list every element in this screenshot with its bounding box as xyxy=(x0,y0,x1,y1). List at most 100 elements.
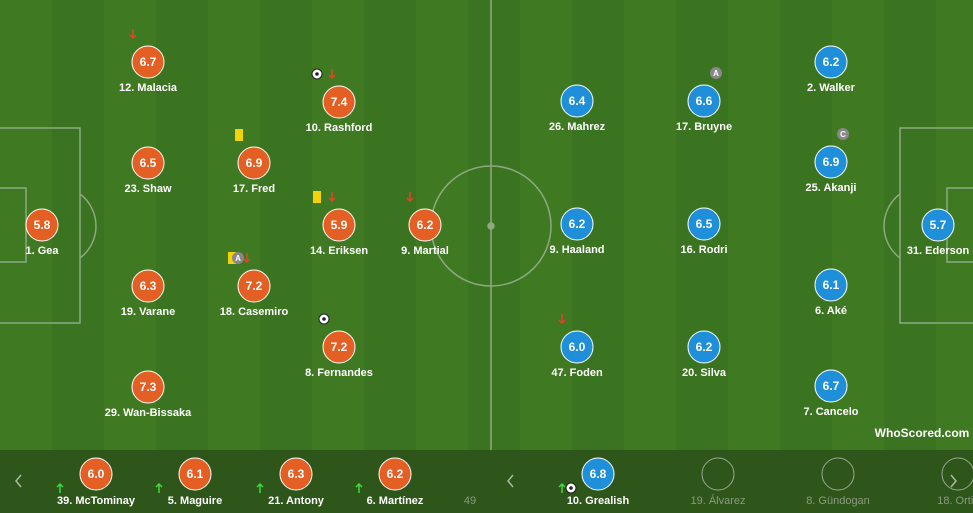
rating: 6.2 xyxy=(387,467,404,481)
rating: 6.2 xyxy=(569,217,586,231)
player-name-unused: 18. Ortiz xyxy=(937,495,973,507)
player-name: 20. Silva xyxy=(682,367,727,379)
player-name: 26. Mahrez xyxy=(549,121,606,133)
player-name: 10. Rashford xyxy=(306,122,373,134)
rating-circle xyxy=(408,208,442,242)
logo: WhoScored.com xyxy=(875,426,970,440)
rating: 6.5 xyxy=(140,156,157,170)
rating-circle xyxy=(131,269,165,303)
player-name: 21. Antony xyxy=(268,495,325,507)
player-name: 12. Malacia xyxy=(119,82,178,94)
goal-ball xyxy=(322,317,326,321)
player-name: 14. Eriksen xyxy=(310,245,368,257)
rating-circle xyxy=(131,45,165,79)
rating: 6.2 xyxy=(417,218,434,232)
rating-circle xyxy=(25,208,59,242)
next-button[interactable] xyxy=(950,474,957,488)
player-name: 47. Foden xyxy=(551,367,603,379)
sub-in-arrow xyxy=(155,482,163,493)
badge xyxy=(232,252,244,264)
player-name: 8. Fernandes xyxy=(305,367,373,379)
rating: 6.2 xyxy=(823,55,840,69)
rating: 6.9 xyxy=(823,155,840,169)
rating: 6.5 xyxy=(696,217,713,231)
rating-circle xyxy=(322,208,356,242)
rating: 6.1 xyxy=(187,467,204,481)
sub-in-arrow xyxy=(56,482,64,493)
rating: 6.7 xyxy=(140,55,157,69)
player-name-unused: 19. Álvarez xyxy=(690,494,745,507)
sub-out-arrow xyxy=(129,29,137,40)
rating-circle xyxy=(378,457,412,491)
rating-circle xyxy=(560,207,594,241)
rating-circle xyxy=(178,457,212,491)
goal-ball xyxy=(569,486,573,490)
rating-circle xyxy=(921,208,955,242)
rating: 6.1 xyxy=(823,278,840,292)
rating: 7.2 xyxy=(246,279,263,293)
rating-circle xyxy=(560,330,594,364)
prev-button[interactable] xyxy=(507,474,514,488)
rating: 7.3 xyxy=(140,380,157,394)
rating: 6.0 xyxy=(88,467,105,481)
player-name: 17. Fred xyxy=(233,183,275,195)
rating-circle xyxy=(581,457,615,491)
rating-circle xyxy=(814,145,848,179)
rating: 6.6 xyxy=(696,94,713,108)
rating-circle xyxy=(279,457,313,491)
rating-circle xyxy=(322,330,356,364)
player-name: 6. Aké xyxy=(815,305,847,317)
rating: 7.2 xyxy=(331,340,348,354)
bench-bar xyxy=(0,450,973,513)
player-name: 18. Casemiro xyxy=(220,306,289,318)
player-name: 16. Rodri xyxy=(680,244,727,256)
empty-circle xyxy=(821,457,855,491)
rating-circle xyxy=(814,45,848,79)
rating: 6.7 xyxy=(823,379,840,393)
rating-circle xyxy=(322,85,356,119)
player-name: 17. Bruyne xyxy=(676,121,732,133)
sub-out-arrow xyxy=(243,253,251,264)
rating-circle xyxy=(687,207,721,241)
rating-circle xyxy=(560,84,594,118)
rating-circle xyxy=(237,146,271,180)
empty-circle xyxy=(941,457,973,491)
pitch xyxy=(0,0,973,450)
player-name: 1. Gea xyxy=(25,245,59,257)
rating: 6.0 xyxy=(569,340,586,354)
rating-circle xyxy=(814,369,848,403)
sub-out-arrow xyxy=(406,192,414,203)
rating-circle xyxy=(687,84,721,118)
sub-in-arrow xyxy=(558,482,566,493)
badge-letter: C xyxy=(840,130,846,139)
badge xyxy=(710,67,722,79)
yellow-card xyxy=(235,129,243,141)
prev-button[interactable] xyxy=(15,474,22,488)
rating-circle xyxy=(131,370,165,404)
yellow-card xyxy=(313,191,321,203)
player-name: 25. Akanji xyxy=(806,182,857,194)
player-name: 10. Grealish xyxy=(567,495,630,507)
player-name-unused: 49 xyxy=(464,495,476,507)
rating: 6.8 xyxy=(590,467,607,481)
player-name: 9. Martial xyxy=(401,245,449,257)
player-name: 19. Varane xyxy=(121,306,175,318)
rating-circle xyxy=(131,146,165,180)
sub-out-arrow xyxy=(558,314,566,325)
rating-circle xyxy=(814,268,848,302)
player-name: 7. Cancelo xyxy=(803,406,858,418)
player-name: 9. Haaland xyxy=(549,244,604,256)
rating: 7.4 xyxy=(331,95,348,109)
rating: 6.9 xyxy=(246,156,263,170)
sub-in-arrow xyxy=(256,482,264,493)
player-name: 39. McTominay xyxy=(57,495,136,507)
rating-circle xyxy=(237,269,271,303)
player-name: 6. Martínez xyxy=(367,495,424,507)
rating-circle xyxy=(79,457,113,491)
rating: 6.3 xyxy=(140,279,157,293)
rating: 5.7 xyxy=(930,218,947,232)
empty-circle xyxy=(701,457,735,491)
goal-ball xyxy=(315,72,319,76)
rating: 5.9 xyxy=(331,218,348,232)
